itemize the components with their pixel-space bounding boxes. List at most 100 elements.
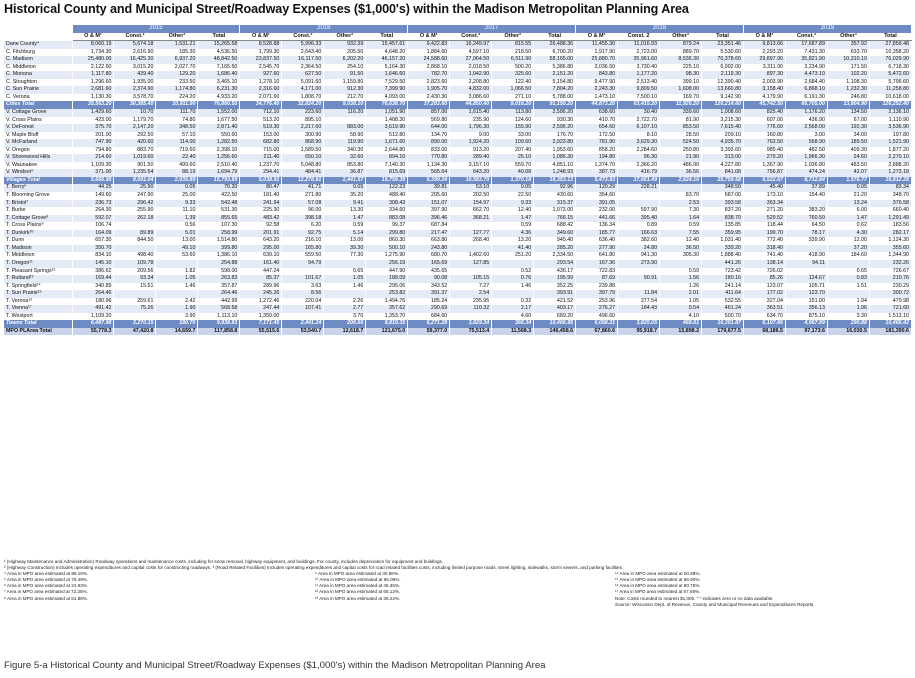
table-cell: 180.96 (72, 297, 115, 306)
table-cell: 747.90 (72, 139, 115, 147)
table-cell: 6.20 (281, 222, 325, 230)
table-cell: 815.69 (365, 169, 409, 177)
table-cell: 5,048.80 (281, 161, 325, 170)
table-cell: 1,110.90 (869, 116, 913, 125)
table-cell: 334.60 (365, 207, 409, 215)
subcolumn-header: Const.² (281, 32, 325, 42)
table-cell: 1,799.30 (239, 48, 283, 57)
table-cell (281, 267, 325, 276)
table-cell: 368.21 (449, 214, 493, 223)
table-cell (827, 290, 870, 298)
municipality-name: Dane County⁴ (4, 40, 73, 49)
table-cell: 7,171.45 (239, 320, 283, 328)
table-cell: 63,415.20 (617, 101, 661, 110)
table-cell: 2.01 (659, 290, 703, 298)
table-cell: 1,884.60 (407, 48, 451, 57)
table-cell: 233.50 (155, 78, 199, 87)
year-header-row: County/ Municipality 2015 2016 2017 2018 2019 (4, 25, 912, 41)
table-row: T. Cottage Grove⁸ 592.07 262.18 1.39 855.65 4… (4, 214, 913, 223)
table-cell: 22.40 (155, 154, 199, 162)
table-cell: 660.40 (869, 207, 913, 215)
table-cell: 105.15 (449, 275, 493, 283)
table-cell: 2,923.80 (533, 139, 577, 147)
table-cell: 30.40 (617, 109, 661, 117)
table-cell: 2,430.30 (407, 93, 451, 102)
table-cell: 177.02 (743, 290, 786, 298)
table-cell: 217.47 (407, 229, 451, 238)
table-cell: 1.82 (155, 267, 199, 276)
table-cell: 8.10 (617, 131, 661, 140)
table-cell: 1,808.70 (281, 93, 325, 102)
table-cell: 2,027.70 (155, 63, 199, 72)
table-cell: 2,513.40 (617, 78, 661, 87)
table-cell: 0.52 (491, 267, 535, 276)
table-cell: 153.00 (239, 131, 283, 140)
table-cell: 83.70 (659, 192, 703, 200)
expenses-table: County/ Municipality 2015 2016 2017 2018 2019… (4, 25, 913, 336)
table-cell: 2,071.60 (239, 93, 283, 102)
table-cell: 74.80 (155, 116, 199, 125)
table-cell: 2,334.50 (533, 252, 577, 260)
table-cell: 9,819.35 (365, 320, 409, 328)
table-cell: 6,058.21 (575, 320, 619, 328)
table-cell: 1,273.18 (869, 169, 913, 177)
table-cell: 268.40 (449, 237, 493, 245)
table-cell: 1,877.20 (869, 146, 913, 155)
table-header: County/ Municipality 2015 2016 2017 2018 2019… (4, 25, 913, 42)
table-cell: 211.40 (239, 154, 283, 162)
table-cell: 271.80 (281, 192, 325, 200)
table-cell: 409.30 (827, 146, 870, 155)
table-cell: 4,171.00 (281, 86, 325, 94)
municipality-name: T. Rutland¹³ (4, 275, 73, 283)
table-cell: 155.90 (491, 124, 535, 132)
table-cell: 1,134.30 (407, 161, 451, 170)
table-cell: 201.91 (239, 229, 283, 238)
table-cell: 722.83 (575, 267, 619, 276)
table-cell: 2,122.60 (72, 63, 115, 72)
table-cell: 853.50 (659, 124, 703, 132)
table-cell: 92.75 (281, 229, 325, 238)
table-cell: 1,117.80 (72, 71, 115, 79)
table-cell: 184.60 (827, 252, 870, 260)
table-cell: 225.30 (239, 207, 283, 215)
table-cell: 16,425.30 (113, 56, 157, 64)
table-cell: 2,316.60 (239, 86, 283, 94)
table-cell: 1,066.50 (491, 86, 535, 94)
table-cell: 114.00 (155, 139, 199, 147)
table-cell: 3,829.34 (449, 320, 493, 328)
table-cell: 0.65 (323, 267, 367, 276)
table-cell: 225.10 (659, 63, 703, 72)
table-cell: 519.30 (239, 124, 283, 132)
table-cell: 1,237.70 (239, 161, 283, 170)
table-cell: 1,917.90 (575, 48, 619, 57)
table-cell: 106.74 (72, 222, 115, 230)
table-cell: 565.64 (407, 169, 451, 177)
table-cell: 1,291.49 (869, 214, 913, 223)
table-cell (323, 290, 367, 298)
table-cell: 5,472.60 (869, 71, 913, 79)
subcolumn-header: O & M¹ (239, 32, 283, 42)
footnote-1: ¹ (Highway Maintenance and Administratio… (4, 559, 444, 564)
table-cell: 2,624.16 (659, 176, 703, 185)
table-cell: 235.95 (449, 297, 493, 306)
table-cell: 858.20 (575, 146, 619, 155)
table-cell: 638.60 (575, 109, 619, 117)
table-cell: 1.46 (323, 282, 367, 291)
table-cell: 232.26 (869, 259, 913, 268)
table-cell: 46,157.20 (365, 56, 409, 64)
footnote: ¹¹ Area in MPO area estimated at 45.36%. (315, 583, 401, 589)
table-cell: 37.89 (785, 184, 828, 193)
table-cell: 8,528.88 (239, 40, 283, 49)
table-cell: 1,350.00 (239, 312, 283, 321)
table-cell: 92.96 (533, 184, 577, 193)
table-cell: 339.90 (785, 237, 828, 245)
table-cell: 11,926.20 (659, 101, 703, 110)
table-cell: 121,675.0 (365, 327, 409, 336)
table-cell: 662.70 (449, 207, 493, 215)
table-cell: 189.50 (827, 139, 870, 147)
table-cell: 256.19 (365, 259, 409, 268)
table-cell: 5,154.80 (533, 78, 577, 87)
table-cell: 76,860.50 (197, 101, 241, 110)
table-cell: 4,597.10 (449, 48, 493, 57)
table-cell: 171.50 (827, 63, 870, 72)
